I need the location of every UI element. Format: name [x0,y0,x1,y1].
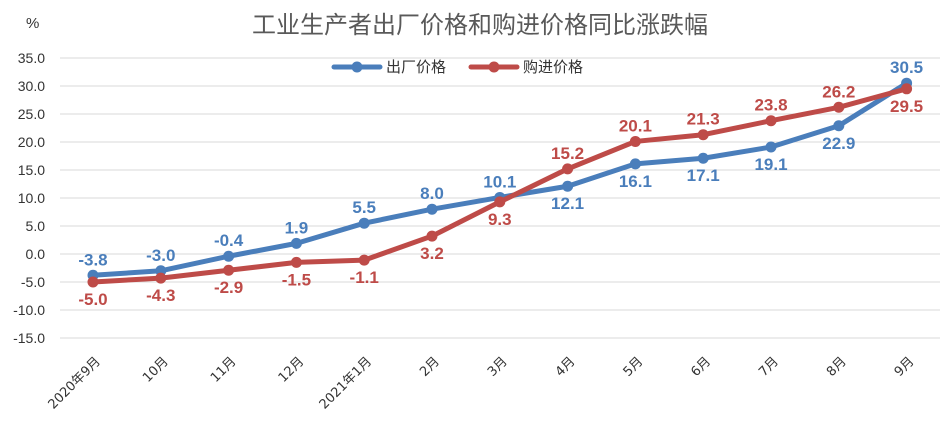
data-label: 16.1 [619,172,652,191]
data-point [765,115,777,127]
data-label: -2.9 [214,278,243,297]
y-tick-label: -10.0 [13,302,45,318]
x-tick-label: 9月 [892,354,918,380]
data-label: 12.1 [551,194,584,213]
data-label: 10.1 [483,172,516,191]
legend: 出厂价格 购进价格 [331,58,583,76]
data-point [358,254,370,266]
legend-label: 出厂价格 [386,58,446,76]
chart-title: 工业生产者出厂价格和购进价格同比涨跌幅 [252,11,708,39]
y-tick-label: -5.0 [21,274,45,290]
data-label: -0.4 [214,231,244,250]
y-tick-label: 10.0 [18,190,45,206]
y-tick-label: 0.0 [26,246,46,262]
data-label: 19.1 [754,155,787,174]
x-tick-label: 5月 [621,354,647,380]
data-point [290,256,302,268]
data-point [901,83,913,95]
data-point [358,217,370,229]
data-point [833,101,845,113]
data-point [562,180,574,192]
data-point [562,163,574,175]
data-point [697,129,709,141]
data-label: 30.5 [890,58,923,77]
x-tick-label: 4月 [553,354,579,380]
data-point [87,276,99,288]
data-point [629,135,641,147]
data-point [765,141,777,153]
data-point [426,230,438,242]
data-label: 9.3 [488,210,512,229]
data-label: 26.2 [822,82,855,101]
y-tick-label: 35.0 [18,50,45,66]
x-tick-label: 11月 [208,354,239,385]
data-point [290,237,302,249]
y-tick-label: 30.0 [18,78,45,94]
legend-marker [351,61,363,73]
data-label: 5.5 [352,198,376,217]
data-point [629,158,641,170]
data-label: 17.1 [687,166,720,185]
data-label: 8.0 [420,184,444,203]
y-tick-label: 20.0 [18,134,45,150]
x-tick-label: 2021年1月 [317,354,375,412]
y-tick-label: 5.0 [26,218,46,234]
data-labels: -3.8 -3.0 -0.4 1.9 5.5 8.0 10.1 12.1 16.1 17.1 19.… [78,58,923,309]
series-lines [87,77,913,288]
data-label: 22.9 [822,134,855,153]
data-label: -1.5 [282,270,311,289]
data-label: 15.2 [551,144,584,163]
y-tick-label: 25.0 [18,106,45,122]
data-label: 3.2 [420,244,444,263]
data-label: 29.5 [890,97,923,116]
data-label: -3.8 [78,250,107,269]
y-axis-ticks: 35.0 30.0 25.0 20.0 15.0 10.0 5.0 0.0 -5.0 -10.0 -… [13,50,45,346]
data-point [223,264,235,276]
data-label: 1.9 [285,218,309,237]
x-tick-label: 10月 [140,354,171,385]
data-point [697,152,709,164]
y-tick-label: 15.0 [18,162,45,178]
x-tick-label: 8月 [824,354,850,380]
y-tick-label: -15.0 [13,330,45,346]
x-tick-label: 2020年9月 [46,354,104,412]
x-tick-label: 3月 [485,354,511,380]
unit-label: % [26,15,39,32]
x-tick-label: 6月 [688,354,714,380]
x-axis-ticks: 2020年9月 10月 11月 12月 2021年1月 2月 3月 4月 5月 6月 7月 8月 9月 [46,354,918,412]
x-tick-label: 7月 [756,354,782,380]
legend-label: 购进价格 [523,58,583,76]
data-label: -5.0 [78,290,107,309]
data-point [426,203,438,215]
data-point [833,120,845,132]
data-label: -3.0 [146,246,175,265]
x-tick-label: 2月 [417,354,443,380]
data-label: -1.1 [350,268,379,287]
data-label: 21.3 [687,110,720,129]
data-point [494,196,506,208]
x-tick-label: 12月 [276,354,307,385]
legend-marker [488,61,500,73]
data-label: 23.8 [754,96,787,115]
data-point [155,272,167,284]
data-point [223,250,235,262]
data-label: -4.3 [146,286,175,305]
data-label: 20.1 [619,116,652,135]
